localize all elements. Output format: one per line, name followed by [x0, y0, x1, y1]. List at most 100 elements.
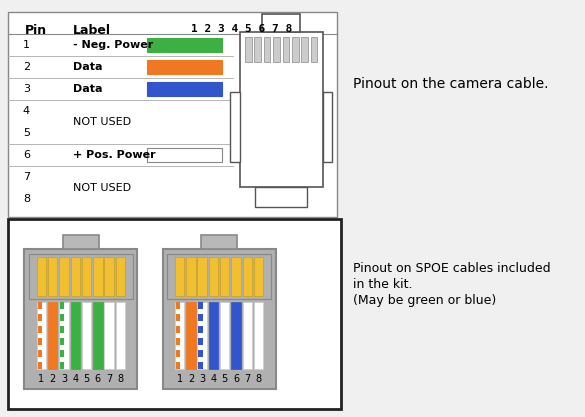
- Bar: [176, 362, 180, 369]
- Bar: [71, 302, 80, 369]
- Text: NOT USED: NOT USED: [73, 117, 132, 127]
- Text: 8: 8: [256, 374, 261, 384]
- Bar: [59, 257, 68, 296]
- Text: 5: 5: [84, 374, 90, 384]
- Bar: [322, 92, 332, 162]
- Bar: [60, 362, 64, 369]
- Bar: [48, 257, 57, 296]
- Bar: [8, 219, 342, 409]
- Bar: [245, 37, 252, 62]
- Text: Data: Data: [73, 62, 103, 72]
- Bar: [37, 302, 46, 369]
- Text: 8: 8: [118, 374, 123, 384]
- Text: in the kit.: in the kit.: [353, 278, 412, 291]
- Text: 4: 4: [211, 374, 216, 384]
- Bar: [198, 362, 202, 369]
- Bar: [255, 187, 307, 207]
- Bar: [186, 302, 195, 369]
- Bar: [147, 148, 222, 162]
- Bar: [37, 314, 42, 321]
- Text: 6: 6: [233, 374, 239, 384]
- Bar: [254, 257, 263, 296]
- Text: + Pos. Power: + Pos. Power: [73, 150, 156, 160]
- Text: Data: Data: [73, 84, 103, 94]
- Text: 3: 3: [199, 374, 205, 384]
- Bar: [37, 326, 42, 333]
- Text: 2: 2: [188, 374, 194, 384]
- Bar: [283, 37, 289, 62]
- Bar: [273, 37, 280, 62]
- Bar: [311, 37, 318, 62]
- Bar: [60, 350, 64, 357]
- Bar: [82, 257, 91, 296]
- Text: Label: Label: [73, 24, 111, 37]
- Bar: [176, 338, 180, 345]
- Text: Pinout on the camera cable.: Pinout on the camera cable.: [353, 77, 548, 91]
- Bar: [116, 302, 125, 369]
- Bar: [230, 92, 240, 162]
- Text: - Neg. Power: - Neg. Power: [73, 40, 154, 50]
- Bar: [176, 302, 180, 309]
- Bar: [163, 249, 276, 389]
- Text: 1: 1: [38, 374, 44, 384]
- Bar: [198, 314, 202, 321]
- Bar: [176, 350, 180, 357]
- Bar: [63, 235, 99, 249]
- Bar: [93, 302, 102, 369]
- Bar: [104, 257, 114, 296]
- Bar: [147, 60, 222, 74]
- Bar: [175, 302, 184, 369]
- Bar: [262, 14, 300, 32]
- Bar: [60, 302, 64, 309]
- Bar: [60, 338, 64, 345]
- Text: 5: 5: [222, 374, 228, 384]
- Bar: [37, 350, 42, 357]
- Bar: [231, 302, 241, 369]
- Bar: [198, 302, 202, 309]
- Bar: [167, 254, 271, 299]
- Bar: [209, 257, 218, 296]
- Bar: [198, 350, 202, 357]
- Bar: [60, 314, 64, 321]
- Text: 4: 4: [72, 374, 78, 384]
- Text: 2: 2: [50, 374, 56, 384]
- Bar: [37, 257, 46, 296]
- Bar: [93, 257, 102, 296]
- Text: 3: 3: [23, 84, 30, 94]
- Bar: [254, 37, 261, 62]
- Bar: [220, 257, 229, 296]
- Bar: [176, 314, 180, 321]
- Bar: [240, 32, 322, 187]
- Text: 4: 4: [23, 106, 30, 116]
- Bar: [231, 257, 241, 296]
- Text: 6: 6: [23, 150, 30, 160]
- Bar: [201, 235, 237, 249]
- Bar: [71, 257, 80, 296]
- Bar: [37, 338, 42, 345]
- Text: 7: 7: [106, 374, 112, 384]
- Bar: [198, 338, 202, 345]
- Bar: [198, 326, 202, 333]
- Bar: [29, 254, 133, 299]
- Text: 1: 1: [177, 374, 183, 384]
- Text: 1 2 3 4 5 6 7 8: 1 2 3 4 5 6 7 8: [191, 24, 292, 34]
- Bar: [243, 257, 252, 296]
- Bar: [254, 302, 263, 369]
- Text: 1: 1: [23, 40, 30, 50]
- Bar: [198, 257, 207, 296]
- Text: 8: 8: [23, 194, 30, 204]
- Bar: [147, 82, 222, 96]
- Text: (May be green or blue): (May be green or blue): [353, 294, 496, 307]
- Bar: [220, 302, 229, 369]
- Bar: [116, 257, 125, 296]
- Text: Pin: Pin: [25, 24, 47, 37]
- Text: 7: 7: [23, 172, 30, 182]
- Bar: [37, 362, 42, 369]
- Bar: [82, 302, 91, 369]
- Bar: [209, 302, 218, 369]
- Text: NOT USED: NOT USED: [73, 183, 132, 193]
- Bar: [37, 302, 42, 309]
- Text: 5: 5: [23, 128, 30, 138]
- Text: 7: 7: [244, 374, 250, 384]
- Bar: [301, 37, 308, 62]
